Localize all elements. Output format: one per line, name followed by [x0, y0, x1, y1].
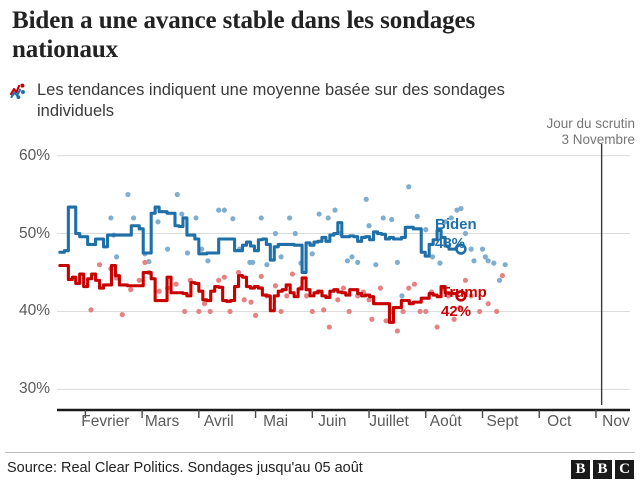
biden-name: Biden: [435, 216, 477, 233]
trump-name: Trump: [441, 284, 487, 301]
trump-value: 42%: [441, 303, 472, 320]
x-axis-tick-avril: Avril: [203, 413, 234, 430]
y-axis-tick-60: 60%: [18, 146, 50, 164]
subtitle-text: Les tendances indiquent une moyenne basé…: [37, 81, 505, 120]
x-axis-tick-oct: Oct: [547, 413, 572, 430]
x-axis-labels: Fevrier Mars Avril Mai Juin Juillet Août Sept Oc…: [0, 413, 640, 439]
scatter-points-layer: [88, 184, 508, 334]
y-axis-tick-40: 40%: [18, 302, 50, 320]
x-axis-tick-juillet: Juillet: [369, 413, 409, 430]
page-title: Biden a une avance stable dans les sonda…: [12, 7, 476, 63]
end-markers-layer: [455, 243, 467, 302]
x-axis-tick-sept: Sept: [486, 413, 519, 430]
trend-lines-layer: [58, 205, 459, 324]
bbc-logo-letter-3: C: [615, 460, 634, 479]
x-axis-tick-fevrier: Fevrier: [81, 413, 130, 430]
x-axis-tick-mai: Mai: [263, 413, 289, 430]
bbc-logo-letter-1: B: [571, 460, 590, 479]
x-axis-tick-août: Août: [429, 413, 462, 430]
source-text: Source: Real Clear Politics. Sondages ju…: [7, 460, 363, 476]
trump-series-label: Trump 42%: [441, 283, 487, 321]
poll-average-chart: [57, 144, 630, 418]
bbc-logo-letter-2: B: [593, 460, 612, 479]
biden-value: 48%: [435, 235, 466, 252]
x-axis-tick-juin: Juin: [318, 413, 347, 430]
y-axis-tick-30: 30%: [18, 380, 50, 398]
election-day-line1: Jour du scrutin: [546, 116, 635, 131]
bbc-logo: B B C: [571, 460, 634, 479]
y-axis-tick-50: 50%: [18, 224, 50, 242]
x-axis: [57, 408, 630, 418]
x-axis-tick-mars: Mars: [144, 413, 180, 430]
election-day-annotation: Jour du scrutin 3 Novembre: [455, 116, 635, 148]
subtitle-row: Les tendances indiquent une moyenne basé…: [9, 80, 570, 122]
footer-divider: [5, 452, 635, 453]
trend-scatter-icon: [9, 83, 30, 105]
y-axis-labels: 30% 40% 50% 60%: [0, 140, 56, 405]
x-axis-tick-nov: Nov: [602, 413, 630, 430]
biden-series-label: Biden 48%: [435, 215, 477, 253]
election-day-line2: 3 Novembre: [561, 132, 635, 147]
